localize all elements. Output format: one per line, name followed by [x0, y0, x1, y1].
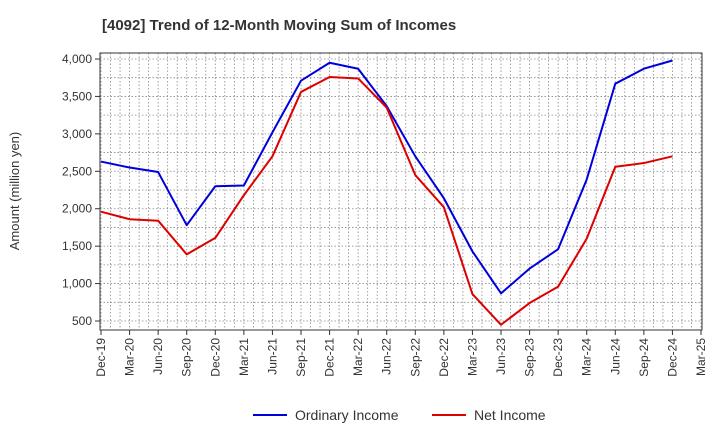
y-tick-label: 1,500 [62, 239, 92, 253]
legend: Ordinary Income Net Income [253, 407, 546, 423]
x-tick-label: Mar-20 [123, 338, 137, 376]
y-tick-label: 500 [72, 314, 92, 328]
x-tick-label: Sep-24 [637, 338, 651, 377]
x-tick-labels: Dec-19 Mar-20 Jun-20 Sep-20 Dec-20 Mar-21 Jun-… [94, 330, 708, 377]
x-tick-label: Jun-21 [265, 338, 279, 375]
x-tick-label: Dec-21 [323, 338, 337, 377]
x-tick-label: Sep-21 [294, 338, 308, 377]
y-tick-label: 2,500 [62, 164, 92, 178]
y-tick-labels: 500 1,000 1,500 2,000 2,500 3,000 3,500 4,000 [62, 52, 100, 328]
y-tick-label: 3,000 [62, 127, 92, 141]
grid-layer [100, 53, 702, 330]
x-tick-label: Jun-22 [380, 338, 394, 375]
x-tick-label: Dec-24 [665, 338, 679, 377]
x-tick-label: Jun-23 [494, 338, 508, 375]
series-layer [100, 59, 673, 326]
y-tick-label: 2,000 [62, 202, 92, 216]
x-tick-label: Dec-19 [94, 338, 108, 377]
x-tick-label: Mar-25 [694, 338, 708, 376]
x-tick-label: Dec-23 [551, 338, 565, 377]
x-tick-label: Mar-24 [580, 338, 594, 376]
x-tick-label: Mar-21 [237, 338, 251, 376]
y-axis-label: Amount (million yen) [7, 132, 22, 251]
x-tick-label: Sep-22 [408, 338, 422, 377]
x-tick-label: Dec-20 [208, 338, 222, 377]
x-tick-label: Mar-22 [351, 338, 365, 376]
x-tick-label: Dec-22 [437, 338, 451, 377]
y-tick-label: 4,000 [62, 52, 92, 66]
x-tick-label: Mar-23 [465, 338, 479, 376]
plot-frame [99, 52, 703, 331]
y-tick-label: 1,000 [62, 277, 92, 291]
legend-label-ordinary-income: Ordinary Income [295, 407, 399, 423]
legend-label-net-income: Net Income [474, 407, 546, 423]
y-tick-label: 3,500 [62, 89, 92, 103]
x-tick-label: Sep-23 [523, 338, 537, 377]
series-line-net-income [100, 75, 673, 326]
series-line-ordinary-income [100, 59, 673, 295]
x-tick-label: Jun-24 [608, 338, 622, 375]
x-tick-label: Jun-20 [151, 338, 165, 375]
x-tick-label: Sep-20 [180, 338, 194, 377]
chart-title: [4092] Trend of 12-Month Moving Sum of I… [102, 17, 456, 34]
